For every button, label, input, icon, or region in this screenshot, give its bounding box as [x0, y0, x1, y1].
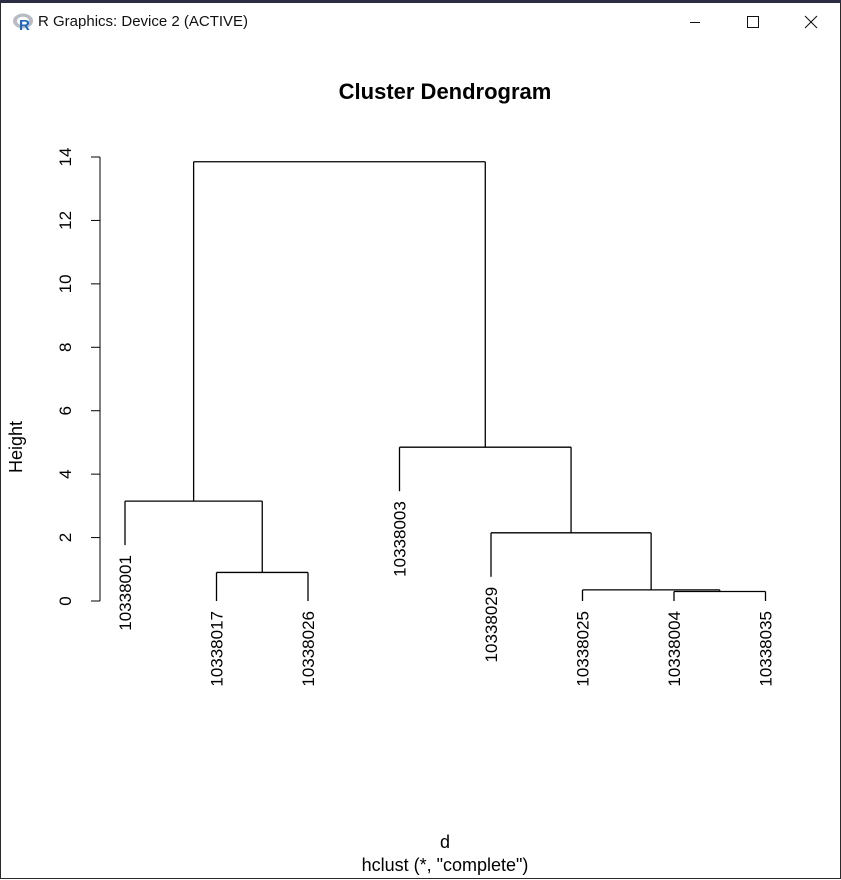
maximize-button[interactable] — [730, 3, 776, 41]
r-graphics-window: R R Graphics: Device 2 (ACTIVE) — [0, 3, 841, 879]
dendrogram-branches — [124, 161, 767, 601]
y-tick-label: 6 — [56, 406, 75, 415]
svg-text:R: R — [19, 17, 30, 32]
r-logo-icon: R — [13, 13, 33, 32]
leaf-labels: 10338001 10338017 10338026 10338003 10338029… — [116, 501, 776, 686]
chart-subtitle: hclust (*, "complete") — [362, 855, 529, 875]
leaf-label: 10338029 — [482, 587, 501, 663]
y-tick-label: 10 — [56, 274, 75, 293]
x-axis-label: d — [440, 832, 450, 852]
y-tick-label: 14 — [56, 148, 75, 167]
y-tick-label: 0 — [56, 596, 75, 605]
y-axis-label: Height — [6, 421, 26, 473]
window-title: R Graphics: Device 2 (ACTIVE) — [38, 13, 249, 30]
leaf-label: 10338025 — [574, 611, 593, 687]
y-tick-label: 4 — [56, 469, 75, 478]
leaf-label: 10338026 — [299, 611, 318, 687]
y-tick-label: 8 — [56, 343, 75, 352]
chart-title: Cluster Dendrogram — [339, 79, 552, 104]
close-button[interactable] — [788, 3, 834, 41]
maximize-icon — [747, 16, 759, 28]
y-axis: 0 2 4 6 8 10 12 14 — [56, 148, 101, 606]
minimize-button[interactable] — [672, 3, 718, 41]
leaf-label: 10338017 — [208, 611, 227, 687]
minimize-icon — [690, 22, 700, 23]
close-icon — [804, 15, 818, 29]
y-tick-label: 12 — [56, 211, 75, 230]
y-tick-label: 2 — [56, 533, 75, 542]
leaf-label: 10338004 — [665, 611, 684, 687]
leaf-label: 10338035 — [757, 611, 776, 687]
leaf-label: 10338001 — [116, 555, 135, 631]
leaf-label: 10338003 — [391, 501, 410, 577]
screen-top-edge — [0, 0, 841, 3]
title-bar[interactable]: R R Graphics: Device 2 (ACTIVE) — [1, 3, 840, 41]
